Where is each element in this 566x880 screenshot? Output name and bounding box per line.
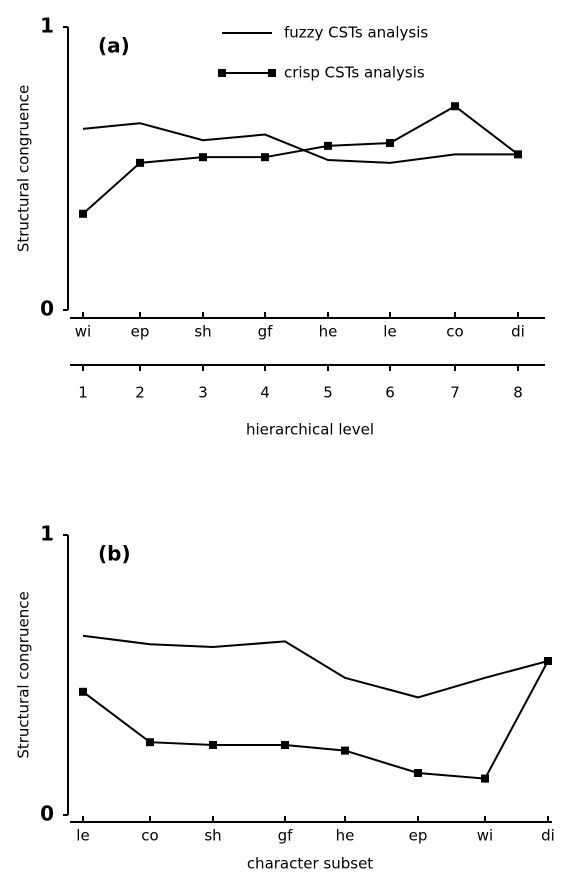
y-tick-label: 0 xyxy=(40,802,54,826)
legend-label: fuzzy CSTs analysis xyxy=(284,24,428,42)
x-tick-label: di xyxy=(541,827,555,845)
series-line xyxy=(82,105,519,215)
y-axis-label: Structural congruence xyxy=(15,591,33,758)
x-tick-label: sh xyxy=(204,827,221,845)
point xyxy=(281,741,289,749)
x-tick-label: sh xyxy=(194,323,211,341)
level-label: 8 xyxy=(513,384,523,402)
point xyxy=(324,141,332,150)
point xyxy=(146,738,154,747)
point xyxy=(261,153,269,162)
x-tick-label: ep xyxy=(409,827,428,845)
y-tick-label: 1 xyxy=(40,14,54,38)
x-tick-label: le xyxy=(383,323,396,341)
point xyxy=(481,774,489,783)
y-tick-label: 1 xyxy=(40,522,54,546)
x-tick-label: ep xyxy=(131,323,150,341)
level-label: 4 xyxy=(260,384,270,402)
point xyxy=(544,657,552,665)
series-line xyxy=(82,122,518,164)
x-tick-label: wi xyxy=(477,827,493,845)
point xyxy=(136,158,144,167)
panel-label: (a) xyxy=(98,34,130,58)
point xyxy=(386,139,394,148)
level-label: 1 xyxy=(78,384,88,402)
x-tick-label: co xyxy=(446,323,463,341)
point xyxy=(79,209,87,218)
x-tick-label: le xyxy=(76,827,89,845)
x-tick-label: di xyxy=(511,323,525,341)
x-tick-label: wi xyxy=(75,323,91,341)
level-label: 3 xyxy=(198,384,208,402)
panel-label: (b) xyxy=(98,542,131,566)
x-axis-label: character subset xyxy=(247,855,373,873)
level-label: 7 xyxy=(450,384,460,402)
point xyxy=(341,746,349,755)
x-tick-label: gf xyxy=(278,827,294,845)
y-axis-label: Structural congruence xyxy=(15,85,33,252)
x-axis-label: hierarchical level xyxy=(246,421,374,439)
legend-marker xyxy=(268,69,276,77)
level-label: 2 xyxy=(135,384,145,402)
x-tick-label: he xyxy=(319,323,338,341)
legend-label: crisp CSTs analysis xyxy=(284,64,425,82)
level-label: 6 xyxy=(385,384,395,402)
point xyxy=(209,741,217,749)
x-tick-label: he xyxy=(336,827,355,845)
level-label: 5 xyxy=(323,384,333,402)
y-tick-label: 0 xyxy=(40,297,54,321)
point xyxy=(514,150,522,159)
point xyxy=(199,153,207,162)
point xyxy=(79,687,87,696)
legend-marker xyxy=(218,69,226,77)
point xyxy=(414,769,422,777)
x-tick-label: gf xyxy=(258,323,274,341)
point xyxy=(451,102,459,111)
x-tick-label: co xyxy=(141,827,158,845)
series-line xyxy=(82,634,549,699)
series-line xyxy=(82,660,549,780)
